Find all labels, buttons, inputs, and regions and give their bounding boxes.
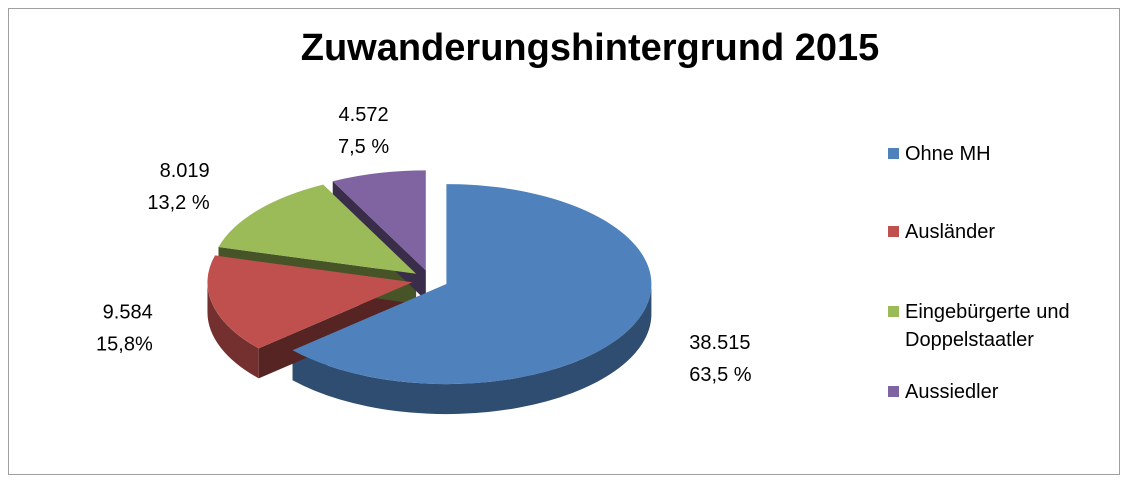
data-label-percent: 63,5 %: [689, 364, 751, 386]
legend-swatch: [888, 148, 899, 159]
data-label-percent: 15,8%: [96, 333, 153, 355]
legend-label: Ausländer: [905, 221, 996, 243]
legend-swatch: [888, 386, 899, 397]
slice-top: [292, 184, 652, 385]
legend-item: Ohne MH: [888, 140, 991, 168]
data-label-count: 8.019: [160, 160, 210, 182]
chart-title: Zuwanderungshintergrund 2015: [301, 27, 880, 69]
slice-top: [207, 255, 413, 349]
legend-swatch: [888, 226, 899, 237]
legend-item: Aussiedler: [888, 378, 998, 406]
slice-side: [292, 284, 652, 415]
slice-side: [207, 282, 259, 379]
legend-label: Eingebürgerte und Doppelstaatler: [905, 301, 1070, 351]
data-label-count: 38.515: [689, 332, 750, 354]
top-layer: [207, 170, 652, 385]
slice-top: [218, 184, 417, 274]
legend-swatch: [888, 306, 899, 317]
slice-top: [332, 170, 426, 271]
data-label-count: 9.584: [103, 301, 153, 323]
data-label-count: 4.572: [339, 104, 389, 126]
legend-item: Eingebürgerte und Doppelstaatler: [888, 298, 1118, 354]
legend-label: Aussiedler: [905, 381, 999, 403]
data-label-percent: 7,5 %: [338, 136, 389, 158]
legend-item: Ausländer: [888, 218, 995, 246]
data-label-percent: 13,2 %: [147, 192, 209, 214]
legend-label: Ohne MH: [905, 143, 991, 165]
